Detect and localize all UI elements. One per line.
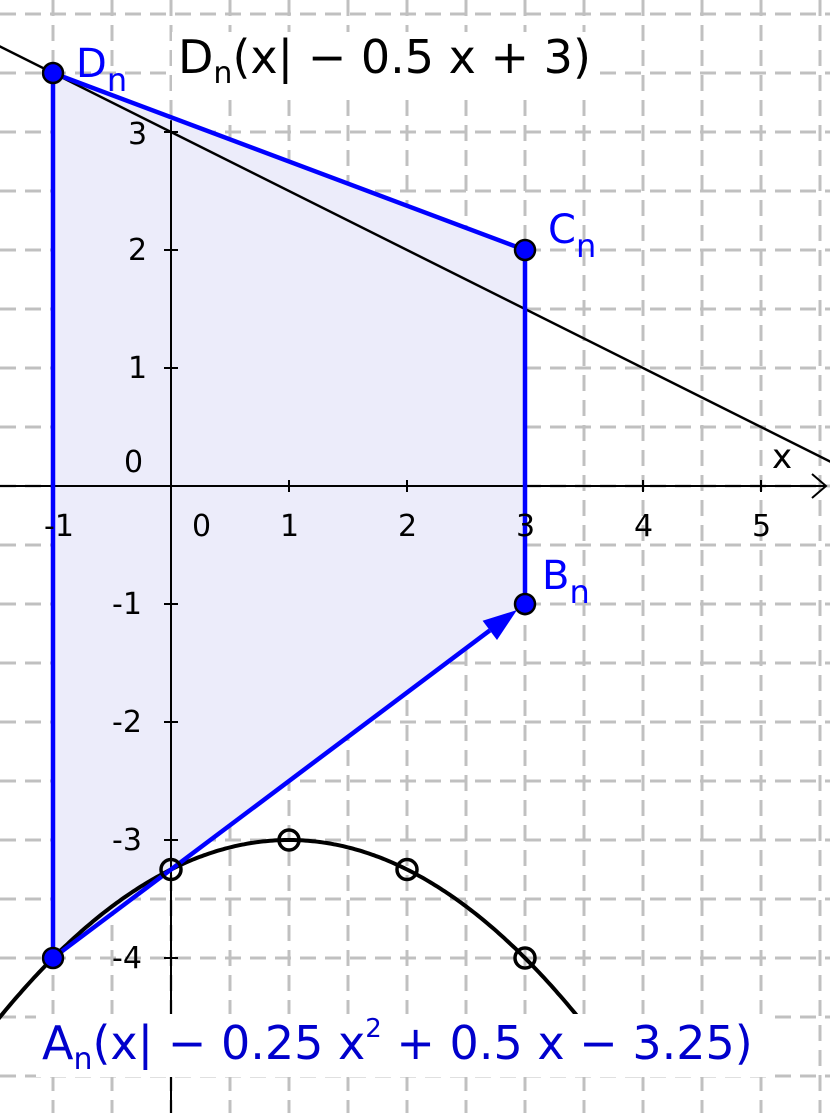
x-tick-label: 0 — [192, 509, 212, 544]
y-tick-label: 2 — [128, 233, 148, 268]
vertex-points — [41, 61, 537, 970]
vector-ab — [51, 628, 492, 960]
x-tick-label: 5 — [752, 509, 772, 544]
point-label-d: Dn — [76, 41, 128, 99]
parabola-open-point — [395, 857, 419, 882]
y-tick-label: -3 — [112, 823, 142, 858]
x-axis-label: x — [772, 437, 793, 477]
point-b — [513, 592, 537, 616]
edge-dc — [52, 70, 526, 253]
x-tick-label: 1 — [280, 509, 300, 544]
parabola-open-point — [277, 828, 301, 852]
point-label-c: Cn — [548, 207, 597, 265]
point-c — [513, 238, 537, 262]
quadrilateral-edges — [50, 70, 528, 960]
point-label-b: Bn — [542, 553, 590, 611]
point-a — [41, 946, 65, 970]
y-tick-label: -2 — [112, 705, 142, 740]
formula-d: Dn(x| − 0.5 x + 3) — [172, 32, 597, 91]
linear-function-line — [0, 45, 830, 463]
parabola-open-point — [159, 857, 183, 882]
parabola-curve — [0, 838, 596, 1038]
x-axis-arrow-icon — [811, 473, 828, 499]
parabola-open-point — [513, 946, 537, 970]
x-tick-label: 2 — [398, 509, 418, 544]
point-d — [41, 61, 65, 85]
y-tick-label: 3 — [128, 117, 148, 152]
y-tick-label: 0 — [124, 445, 144, 480]
parabola-points — [159, 828, 537, 970]
x-tick-label: -1 — [44, 509, 74, 544]
formula-a: An(x| − 0.25 x2 + 0.5 x − 3.25) — [36, 1014, 773, 1077]
y-tick-label: -4 — [112, 941, 142, 976]
x-tick-label: 3 — [516, 509, 536, 544]
y-tick-label: -1 — [112, 587, 142, 622]
vector-arrowhead-icon — [482, 610, 517, 640]
y-tick-label: 1 — [128, 351, 148, 386]
x-tick-label: 4 — [634, 509, 654, 544]
